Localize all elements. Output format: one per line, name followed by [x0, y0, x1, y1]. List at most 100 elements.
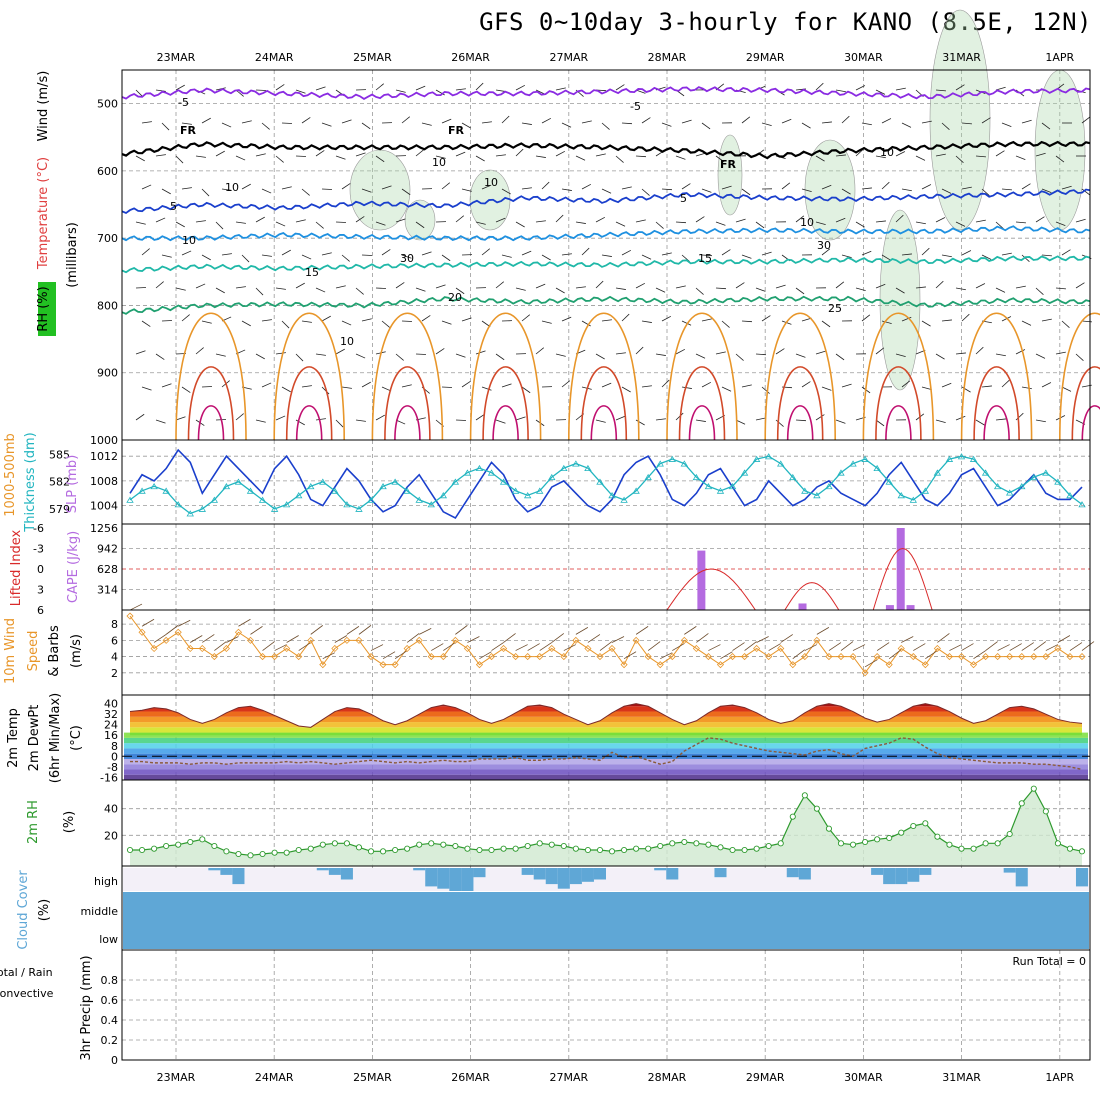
wind-barb [435, 348, 445, 355]
wind-speed-point [861, 669, 869, 677]
wind-barb [599, 641, 613, 651]
thickness-point [295, 492, 303, 499]
thickness-point [921, 487, 930, 494]
thickness-point [680, 460, 689, 467]
thickness-point [246, 487, 255, 494]
wind-speed-point [608, 644, 616, 653]
thickness-point [174, 501, 182, 508]
thickness-point [837, 469, 845, 476]
wind-barb [955, 287, 966, 291]
wind-barb [321, 188, 333, 190]
date-label-bottom: 24MAR [255, 1071, 294, 1084]
wind-barb [775, 348, 785, 355]
wind-barb [661, 252, 672, 256]
cloud-high-bar [328, 868, 341, 875]
wind-barb [1001, 379, 1010, 388]
cloud-high-bar [907, 868, 920, 882]
wind-barb [1035, 216, 1045, 223]
wind-tick: 2 [111, 667, 118, 680]
thickness-point [909, 496, 917, 503]
rh-tick: 20 [104, 829, 118, 842]
wind-barb [161, 122, 170, 131]
cloud-high-bar [557, 868, 570, 889]
wind-barb [1009, 643, 1022, 651]
thickness-point [210, 496, 219, 503]
wind-barb [555, 214, 564, 223]
wind-barb [141, 386, 152, 391]
cloud-high-bar [340, 868, 353, 880]
wind-speed-point [632, 636, 640, 644]
wind-speed-point [138, 628, 146, 636]
wind-barb [621, 122, 633, 125]
wind-barb [841, 254, 852, 258]
wind-barb [761, 251, 772, 256]
wind-speed-point [921, 661, 929, 669]
rh-point [536, 840, 543, 847]
axis-label-wind-units: (m/s) [69, 634, 84, 668]
cape-bar [885, 605, 894, 610]
wind-barb [623, 651, 637, 660]
wind-speed-point [741, 653, 749, 661]
thickness-point [487, 469, 496, 476]
rh-point [139, 846, 146, 854]
wind-barb [295, 89, 306, 94]
wind-barb [479, 651, 492, 660]
thickness-point [825, 482, 833, 490]
date-label-bottom: 25MAR [353, 1071, 392, 1084]
rh-point [404, 845, 411, 852]
wind-barb [541, 181, 550, 190]
cloud-mid-low-bar [123, 892, 1089, 949]
wind-barb [655, 418, 666, 421]
wind-barb [1061, 185, 1072, 190]
wind-barb [975, 419, 985, 426]
date-label-top: 26MAR [451, 51, 490, 64]
cloud-high-bar [220, 868, 233, 875]
freezing-level-label: FR [720, 158, 737, 171]
date-label-top: 27MAR [549, 51, 588, 64]
wind-speed-point [210, 653, 218, 661]
wind-barb [155, 217, 166, 223]
wind-barb [395, 218, 406, 223]
axis-label-lifted-index: Lifted Index [9, 529, 24, 606]
thickness-point [644, 473, 652, 481]
wind-barb [581, 247, 590, 256]
temperature-contour [295, 405, 323, 441]
axis-label-2m-temp: 2m Temp [6, 708, 21, 768]
isotherm-neg5 [121, 86, 1091, 100]
axis-label-temperature: Temperature (°C) [36, 157, 51, 270]
wind-barb [621, 313, 630, 322]
wind-barb [541, 254, 551, 261]
wind-barb [655, 353, 666, 356]
wind-barb [435, 284, 446, 289]
wind-barb [441, 320, 452, 325]
wind-barb [575, 221, 586, 224]
wind-speed-point [258, 653, 267, 661]
date-label-bottom: 26MAR [451, 1071, 490, 1084]
wind-barb [195, 220, 206, 223]
wind-barb [261, 122, 270, 130]
wind-barb [675, 285, 686, 289]
wind-barb [775, 419, 784, 427]
rh-point [1018, 800, 1025, 807]
axis-label-rh-units: (%) [62, 811, 77, 834]
wind-barb [455, 88, 466, 91]
wind-speed-point [475, 661, 484, 669]
wind-barb [481, 121, 492, 124]
wind-barb [721, 185, 732, 190]
wind-barb [921, 120, 932, 124]
wind-barb [681, 183, 691, 190]
wind-barb [1061, 320, 1070, 328]
rh-point [886, 834, 893, 842]
wind-barb [755, 287, 766, 292]
wind-barb [981, 385, 992, 388]
wind-barb [684, 626, 697, 635]
wind-barb [135, 155, 145, 162]
wind-barb [241, 320, 251, 327]
wind-barb [527, 643, 540, 651]
cape-tick: 314 [97, 584, 118, 597]
rh-point [789, 813, 796, 820]
wind-barb [481, 184, 492, 190]
wind-barb [1021, 320, 1032, 326]
wind-barb [561, 253, 572, 256]
wind-barb [1055, 155, 1065, 163]
